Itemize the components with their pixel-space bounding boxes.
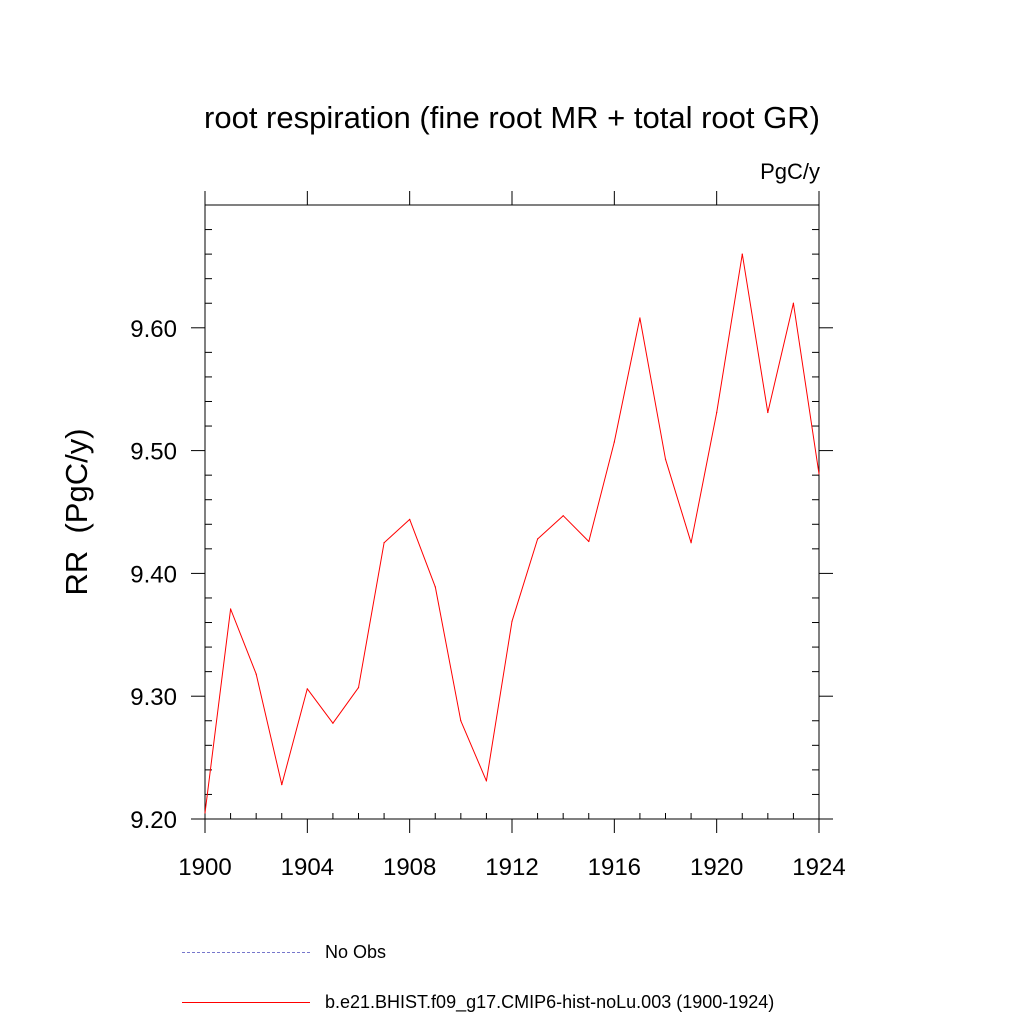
y-tick-label: 9.50 [130, 439, 177, 466]
x-tick-label: 1912 [485, 854, 538, 881]
chart-title: root respiration (fine root MR + total r… [204, 100, 820, 135]
data-point [664, 458, 667, 460]
data-point [460, 720, 462, 722]
legend-label: b.e21.BHIST.f09_g17.CMIP6-hist-noLu.003 … [325, 992, 775, 1012]
data-point [792, 302, 795, 304]
data-point [613, 441, 615, 443]
x-tick-label: 1908 [383, 854, 436, 881]
axes-group: 1900 1904 1908 1912 1916 1920 1924 9.20 9.30 9.40… [130, 191, 846, 881]
x-tick-label: 1900 [178, 854, 231, 881]
data-point [588, 540, 590, 543]
y-tick-label: 9.30 [130, 684, 177, 711]
y-tick-label: 9.40 [130, 561, 177, 588]
x-tick-label: 1924 [792, 854, 845, 881]
data-point [716, 411, 718, 414]
data-point [409, 518, 411, 520]
legend-swatch-solid [182, 1002, 310, 1003]
data-point [639, 317, 641, 319]
legend-label: No Obs [325, 942, 387, 962]
data-point [536, 538, 539, 540]
data-point [204, 812, 206, 814]
legend-swatch-dashed [182, 952, 310, 953]
data-point [767, 411, 769, 414]
data-point [332, 722, 334, 724]
x-tick-label: 1920 [690, 854, 743, 881]
data-point [690, 542, 692, 544]
data-point [741, 253, 743, 255]
data-point [255, 673, 257, 675]
y-tick-label: 9.20 [130, 807, 177, 834]
data-point [562, 515, 564, 517]
series-line [204, 253, 820, 813]
x-tick-label: 1916 [588, 854, 641, 881]
x-tick-label: 1904 [281, 854, 334, 881]
data-point [281, 784, 283, 786]
data-point [383, 542, 385, 544]
data-point [306, 688, 308, 690]
data-point [434, 586, 436, 588]
data-point [485, 780, 488, 782]
series-layer [204, 253, 820, 814]
data-point [818, 473, 820, 475]
y-tick-label: 9.60 [130, 316, 177, 343]
units-label: PgC/y [760, 159, 820, 184]
data-point [511, 620, 513, 622]
data-point [357, 687, 360, 689]
data-point [229, 608, 232, 610]
